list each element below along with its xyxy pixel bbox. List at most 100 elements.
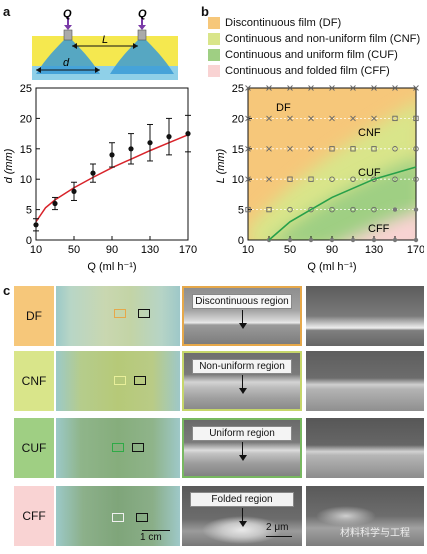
marker-cff <box>392 237 398 243</box>
chart-b-xlabel: Q (ml h⁻¹) <box>307 261 356 273</box>
sem-label-cuf: Uniform region <box>192 426 292 441</box>
marker-df <box>287 145 293 152</box>
chart-b-xtick-label: 130 <box>365 244 383 256</box>
marker-cnf <box>413 115 419 122</box>
chart-a-point <box>52 196 58 211</box>
marker-df <box>350 115 356 122</box>
region-cff <box>346 211 416 240</box>
legend-item-cff: Continuous and folded film (CFF) <box>208 63 390 79</box>
region-marker-sample <box>112 443 124 452</box>
row-tag-df: DF <box>14 286 54 346</box>
marker-df <box>329 85 335 91</box>
spray-cone-left <box>36 38 100 74</box>
marker-cff <box>308 237 314 243</box>
marker-df <box>266 176 272 183</box>
region-arrow <box>238 508 247 527</box>
region-cuf <box>272 158 416 240</box>
marker-cff <box>413 237 419 243</box>
chart-a-marker <box>33 222 39 228</box>
marker-df <box>350 85 356 91</box>
legend-item-cnf: Continuous and non-uniform film (CNF) <box>208 31 420 47</box>
region-marker-sample <box>112 513 124 522</box>
film-photo-df <box>56 286 180 346</box>
marker-cuf <box>413 146 419 152</box>
chart-a-point <box>109 142 115 168</box>
region-label-cnf: CNF <box>358 127 381 139</box>
marker-cnf <box>392 115 398 122</box>
region-arrow <box>238 442 247 461</box>
region-marker-reference <box>134 376 146 385</box>
marker-df <box>392 85 398 91</box>
chart-b-ytick-label: 15 <box>232 144 244 156</box>
nozzle-right <box>137 29 147 41</box>
scalebar-photo-label: 1 cm <box>140 532 162 543</box>
marker-cff <box>371 237 377 243</box>
marker-df <box>245 85 251 91</box>
marker-df <box>329 115 335 122</box>
q-label-left: Q <box>63 8 72 20</box>
marker-cuf <box>308 206 314 213</box>
chart-a-point <box>90 163 96 183</box>
marker-df <box>287 115 293 122</box>
chart-a-marker <box>166 134 172 140</box>
region-label-df: DF <box>276 102 291 114</box>
marker-cnf <box>308 176 314 182</box>
marker-cff <box>329 237 335 243</box>
sem-image-reference-cuf <box>306 418 424 478</box>
marker-cuf <box>350 206 356 213</box>
chart-b-phase-diagram: 10 50 90 130 170 0 5 10 15 20 25 DF CNF CUF CFF L … <box>215 83 424 273</box>
marker-cff <box>350 237 356 243</box>
marker-cnf <box>245 206 251 213</box>
marker-df <box>287 85 293 91</box>
chart-a-marker <box>109 152 115 158</box>
chart-a-xtick-label: 10 <box>30 244 42 256</box>
region-marker-sample <box>114 309 126 318</box>
region-marker-reference <box>138 309 150 318</box>
chart-b-ylabel: L (mm) <box>215 148 227 183</box>
row-cff: CFF 1 cm Folded region 2 μm 材料科学与工程 <box>14 486 424 546</box>
panel-label-c: c <box>3 283 11 298</box>
marker-cff <box>287 237 293 243</box>
chart-a-point <box>33 218 39 232</box>
chart-a-ytick-label: 15 <box>20 144 32 156</box>
marker-df <box>266 145 272 152</box>
marker-cff <box>413 207 419 212</box>
region-marker-reference <box>136 513 148 522</box>
chart-a-xtick-label: 90 <box>106 244 118 256</box>
spray-cone-right <box>110 38 174 74</box>
marker-cuf <box>329 206 335 213</box>
chart-a-xtick-label: 130 <box>141 244 159 256</box>
chart-a-ytick-label: 0 <box>26 235 32 247</box>
chart-a-ytick-label: 5 <box>26 205 32 217</box>
region-arrow <box>238 375 247 394</box>
chart-a-point <box>71 181 77 201</box>
legend-label-cff: Continuous and folded film (CFF) <box>225 65 390 77</box>
sem-label-cnf: Non-uniform region <box>192 359 292 374</box>
marker-cuf <box>392 176 398 182</box>
marker-df <box>308 145 314 152</box>
region-marker-reference <box>132 443 144 452</box>
region-arrow <box>238 310 247 329</box>
legend-label-cnf: Continuous and non-uniform film (CNF) <box>225 33 421 45</box>
chart-b-xtick-label: 10 <box>242 244 254 256</box>
chart-a-ylabel: d (mm) <box>3 148 15 183</box>
marker-cuf <box>392 146 398 152</box>
chart-a-ytick-label: 10 <box>20 174 32 186</box>
chart-b-ytick-label: 25 <box>232 83 244 95</box>
row-tag-cuf: CUF <box>14 418 54 478</box>
marker-df <box>308 85 314 91</box>
region-marker-sample <box>114 376 126 385</box>
marker-cuf <box>287 206 293 213</box>
sem-image-sample-cnf: Non-uniform region <box>182 351 302 411</box>
marker-cff <box>392 207 398 212</box>
sem-label-df: Discontinuous region <box>192 294 292 309</box>
scalebar-sem-label: 2 μm <box>266 522 289 533</box>
chart-a-xtick-label: 50 <box>68 244 80 256</box>
sem-image-reference-cnf <box>306 351 424 411</box>
sem-image-sample-cuf: Uniform region <box>182 418 302 478</box>
chart-a-point <box>166 117 172 156</box>
panel-label-a: a <box>3 4 11 19</box>
legend-label-df: Discontinuous film (DF) <box>225 17 342 29</box>
marker-df <box>371 85 377 91</box>
chart-a-ytick-label: 25 <box>20 83 32 95</box>
